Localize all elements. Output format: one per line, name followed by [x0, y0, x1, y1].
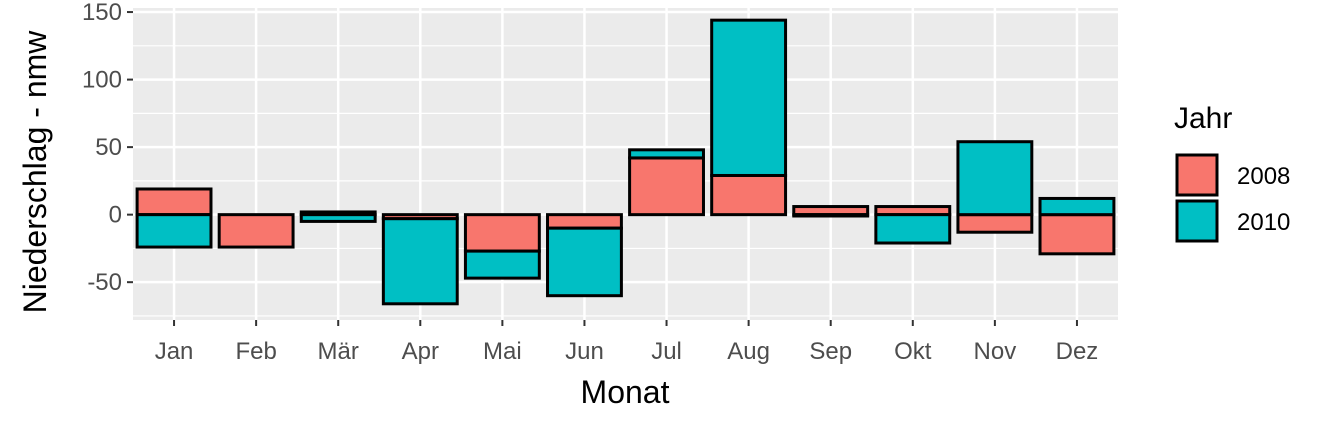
- legend-key-2008: [1175, 153, 1219, 197]
- bar-2010-Okt: [874, 213, 952, 245]
- bar-2008-Mai: [463, 213, 541, 253]
- legend: Jahr 2008 2010: [1174, 102, 1290, 243]
- x-tick-label: Jul: [651, 338, 682, 365]
- bar-2008-Aug: [710, 173, 788, 217]
- x-tick-label: Mär: [318, 338, 359, 365]
- x-tick-label: Jan: [155, 338, 194, 365]
- y-tick-label: -50: [87, 269, 122, 296]
- bar-2010-Dez: [1038, 196, 1116, 217]
- x-tick-label: Sep: [809, 338, 852, 365]
- bar-2010-Apr: [381, 217, 459, 306]
- bar-2008-Feb: [217, 213, 295, 249]
- plot-panel: [133, 8, 1118, 320]
- legend-label-2010: 2010: [1237, 209, 1290, 236]
- x-tick-label: Dez: [1056, 338, 1099, 365]
- y-axis-title: Niederschlag - nmw: [17, 30, 53, 314]
- y-tick-label: 0: [109, 202, 122, 229]
- y-tick-label: 50: [95, 134, 122, 161]
- bars: [135, 18, 1116, 306]
- bar-2010-Nov: [956, 140, 1034, 217]
- bar-2010-Mai: [463, 249, 541, 280]
- x-axis: Jan Feb Mär Apr Mai Jun Jul Aug Sep Okt Nov Dez: [155, 320, 1099, 365]
- grid-major: [133, 8, 1118, 320]
- bar-2008-Jan: [135, 187, 213, 217]
- bar-2010-Jan: [135, 213, 213, 249]
- y-tick-label: 100: [82, 67, 122, 94]
- legend-title: Jahr: [1174, 102, 1232, 135]
- grid-minor: [133, 45, 1118, 317]
- x-tick-label: Okt: [894, 338, 932, 365]
- bar-2010-Mär: [299, 213, 377, 223]
- x-tick-label: Feb: [235, 338, 276, 365]
- bar-2008-Nov: [956, 213, 1034, 234]
- bar-2010-Sep: [792, 213, 870, 218]
- bar-2008-Jul: [628, 156, 705, 217]
- bar-2008-Dez: [1038, 213, 1116, 256]
- x-tick-label: Mai: [483, 338, 522, 365]
- y-tick-label: 150: [82, 0, 122, 26]
- x-tick-label: Aug: [727, 338, 770, 365]
- bar-2010-Aug: [710, 18, 788, 177]
- legend-label-2008: 2008: [1237, 163, 1290, 190]
- x-axis-title: Monat: [581, 374, 670, 410]
- x-tick-label: Nov: [974, 338, 1017, 365]
- legend-key-2010: [1175, 199, 1219, 243]
- x-tick-label: Jun: [565, 338, 604, 365]
- bar-2008-Jun: [546, 213, 623, 230]
- bar-2010-Jul: [628, 148, 705, 160]
- x-tick-label: Apr: [402, 338, 439, 365]
- y-axis: -50 0 50 100 150: [82, 0, 133, 296]
- bar-2010-Jun: [546, 226, 623, 298]
